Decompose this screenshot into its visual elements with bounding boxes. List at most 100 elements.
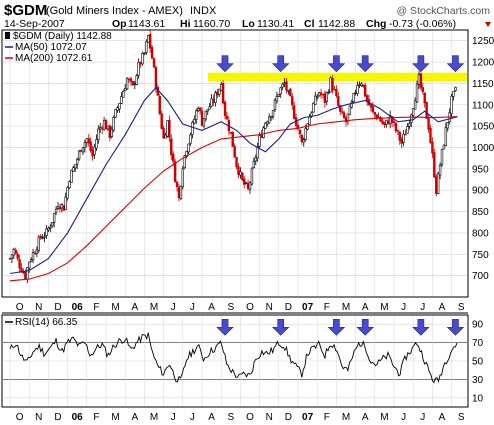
rsi-x-tick: S (458, 412, 465, 423)
candle-body (76, 159, 79, 165)
price-x-tick: N (266, 302, 273, 313)
price-candles (8, 30, 457, 284)
low-label: Lo (242, 18, 255, 30)
candle-body (323, 93, 327, 103)
candle-body (348, 105, 352, 116)
candle-body (446, 122, 449, 129)
candle-body (77, 150, 81, 160)
candle-body (204, 110, 208, 120)
candle-body (112, 117, 115, 131)
candle-body (292, 105, 296, 119)
candle-body (369, 104, 373, 108)
rsi-down-arrow-icon (356, 318, 374, 336)
rsi-y-tick: 50 (472, 357, 484, 368)
candle-body (195, 110, 198, 120)
candle-body (321, 93, 325, 96)
candle-body (235, 156, 238, 168)
candle-body (356, 85, 359, 94)
candle-body (95, 139, 98, 149)
candle-body (8, 258, 12, 260)
candle-body (390, 116, 394, 123)
rsi-line (9, 332, 458, 384)
candle-body (394, 123, 398, 132)
price-y-tick: 1100 (472, 100, 494, 111)
candle-body (442, 144, 446, 150)
candle-body (392, 121, 396, 123)
candle-body (239, 171, 242, 176)
candle-body (262, 127, 265, 138)
rsi-x-tick: D (285, 412, 292, 423)
price-x-tick: A (208, 302, 215, 313)
candle-body (175, 181, 179, 188)
candle-body (72, 167, 75, 172)
price-x-tick: F (324, 302, 330, 313)
rsi-x-tick: M (111, 412, 119, 423)
candle-body (147, 35, 150, 43)
rsi-x-tick: M (342, 412, 350, 423)
candle-body (241, 172, 244, 181)
candle-body (127, 78, 131, 81)
candle-body (164, 134, 167, 139)
candle-body (85, 138, 89, 143)
candle-body (212, 98, 215, 103)
candle-body (214, 92, 217, 103)
price-x-tick: S (227, 302, 234, 313)
candle-body (51, 221, 54, 227)
candle-body (122, 91, 125, 98)
candle-body (250, 168, 254, 185)
candle-body (363, 85, 367, 97)
candle-body (267, 116, 271, 124)
candle-body (27, 261, 31, 269)
candle-body (39, 236, 42, 239)
candle-body (173, 161, 177, 183)
ma50-line (9, 86, 458, 275)
candle-body (358, 84, 361, 86)
candle-body (66, 187, 69, 199)
price-panel (1, 29, 469, 298)
price-gridlines (3, 31, 467, 296)
candle-body (220, 84, 223, 91)
candle-body (333, 89, 336, 91)
price-x-tick: M (111, 302, 119, 313)
rsi-y-axis: 10 30 50 70 90 (472, 320, 484, 405)
candle-body (275, 96, 279, 102)
price-y-tick: 850 (472, 207, 489, 218)
candle-body (41, 237, 44, 240)
candle-body (135, 75, 138, 85)
candle-body (108, 125, 112, 138)
candle-body (97, 128, 100, 141)
candle-body (423, 92, 426, 104)
candle-body (170, 138, 173, 156)
candle-body (208, 106, 211, 110)
legend-rsi: RSI(14) 66.35 (15, 317, 78, 328)
change-value: -0.73 (-0.06%) (389, 18, 456, 30)
candle-body (168, 119, 171, 138)
candle-body (248, 182, 252, 190)
candle-body (74, 164, 77, 169)
chart-exchange: INDX (190, 5, 217, 17)
candle-body (298, 129, 302, 135)
candle-body (110, 129, 113, 137)
candle-body (429, 127, 432, 143)
candle-body (315, 96, 319, 99)
price-x-tick: S (458, 302, 465, 313)
candle-body (210, 98, 213, 107)
candle-body (29, 259, 33, 262)
rsi-down-arrow-icon (412, 318, 430, 336)
price-x-tick: O (246, 302, 254, 313)
candle-body (16, 254, 19, 259)
candle-body (308, 116, 311, 125)
candle-body (223, 101, 227, 117)
change-down-icon (485, 22, 491, 27)
candle-body (383, 122, 386, 126)
candle-body (172, 153, 175, 162)
candle-body (337, 96, 340, 106)
candle-body (45, 228, 48, 236)
candle-body (421, 87, 424, 92)
candle-body (252, 161, 256, 168)
candle-body (60, 204, 64, 209)
candle-body (371, 106, 375, 112)
candle-body (314, 95, 317, 105)
candle-body (62, 205, 65, 211)
candle-body (102, 120, 106, 131)
